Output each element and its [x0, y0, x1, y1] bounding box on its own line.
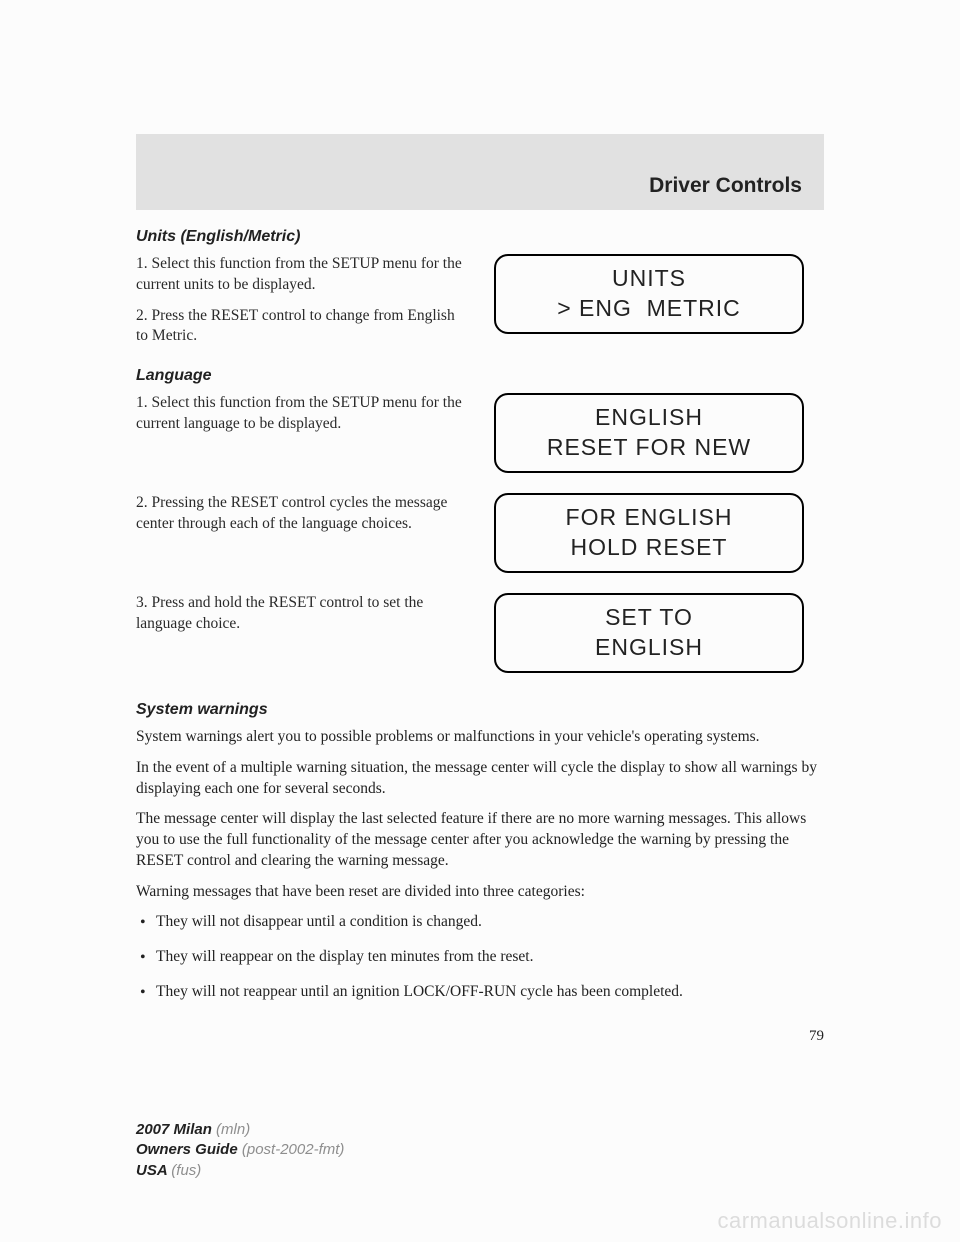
language-step2: 2. Pressing the RESET control cycles the…	[136, 493, 466, 535]
list-item: They will not disappear until a conditio…	[136, 912, 824, 933]
language-display1-col: ENGLISH RESET FOR NEW	[466, 393, 824, 483]
page: Driver Controls Units (English/Metric) 1…	[0, 0, 960, 1242]
language-heading: Language	[136, 367, 824, 385]
list-item: They will not reappear until an ignition…	[136, 982, 824, 1003]
warnings-p1: System warnings alert you to possible pr…	[136, 727, 824, 748]
warnings-p4: Warning messages that have been reset ar…	[136, 882, 824, 903]
warnings-p2: In the event of a multiple warning situa…	[136, 758, 824, 800]
language-display3: SET TO ENGLISH	[494, 593, 804, 673]
language-display1: ENGLISH RESET FOR NEW	[494, 393, 804, 473]
content: Units (English/Metric) 1. Select this fu…	[136, 228, 824, 1017]
footer-strong: 2007 Milan	[136, 1121, 216, 1138]
warnings-p3: The message center will display the last…	[136, 809, 824, 871]
footer: 2007 Milan (mln) Owners Guide (post-2002…	[136, 1120, 344, 1181]
watermark: carmanualsonline.info	[717, 1208, 942, 1234]
display-line: ENGLISH	[595, 633, 703, 663]
units-row: 1. Select this function from the SETUP m…	[136, 254, 824, 357]
section-title: Driver Controls	[649, 174, 802, 198]
language-display2-col: FOR ENGLISH HOLD RESET	[466, 493, 824, 583]
language-display3-col: SET TO ENGLISH	[466, 593, 824, 683]
footer-strong: USA	[136, 1162, 171, 1179]
units-text-col: 1. Select this function from the SETUP m…	[136, 254, 466, 357]
display-line: RESET FOR NEW	[547, 433, 751, 463]
units-step1: 1. Select this function from the SETUP m…	[136, 254, 466, 296]
display-line: HOLD RESET	[571, 533, 728, 563]
units-display: UNITS > ENG METRIC	[494, 254, 804, 334]
warnings-bullets: They will not disappear until a conditio…	[136, 912, 824, 1002]
header-band: Driver Controls	[136, 134, 824, 210]
units-display-col: UNITS > ENG METRIC	[466, 254, 824, 344]
footer-line2: Owners Guide (post-2002-fmt)	[136, 1140, 344, 1160]
units-heading: Units (English/Metric)	[136, 228, 824, 246]
footer-strong: Owners Guide	[136, 1141, 242, 1158]
page-number: 79	[809, 1028, 824, 1045]
language-row3: 3. Press and hold the RESET control to s…	[136, 593, 824, 683]
display-line: SET TO	[605, 603, 693, 633]
display-line: > ENG METRIC	[557, 294, 741, 324]
language-row2: 2. Pressing the RESET control cycles the…	[136, 493, 824, 583]
footer-line3: USA (fus)	[136, 1161, 344, 1181]
footer-line1: 2007 Milan (mln)	[136, 1120, 344, 1140]
footer-light: (fus)	[171, 1162, 201, 1179]
units-step2: 2. Press the RESET control to change fro…	[136, 306, 466, 348]
display-line: FOR ENGLISH	[566, 503, 733, 533]
display-line: ENGLISH	[595, 403, 703, 433]
language-display2: FOR ENGLISH HOLD RESET	[494, 493, 804, 573]
footer-light: (post-2002-fmt)	[242, 1141, 345, 1158]
list-item: They will reappear on the display ten mi…	[136, 947, 824, 968]
language-step3: 3. Press and hold the RESET control to s…	[136, 593, 466, 635]
language-step1: 1. Select this function from the SETUP m…	[136, 393, 466, 435]
display-line: UNITS	[612, 264, 686, 294]
warnings-heading: System warnings	[136, 701, 824, 719]
language-row1: 1. Select this function from the SETUP m…	[136, 393, 824, 483]
footer-light: (mln)	[216, 1121, 250, 1138]
